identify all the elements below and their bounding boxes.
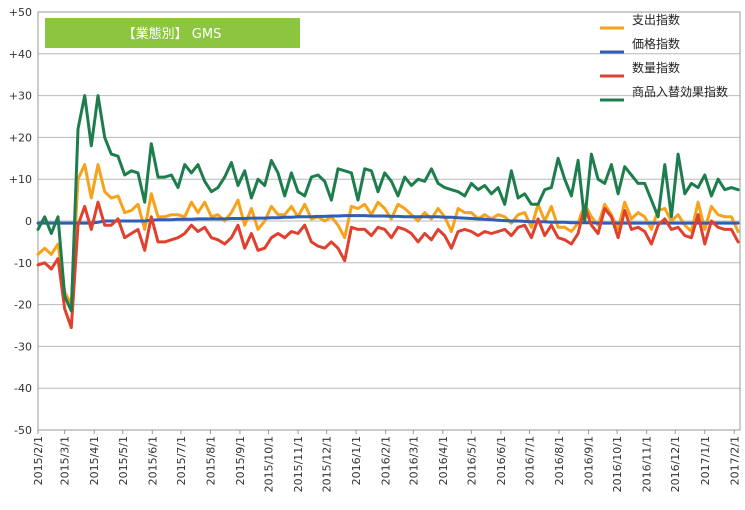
x-tick-label: 2015/10/1 [263, 436, 276, 492]
series-line-4 [36, 94, 740, 313]
x-tick-label: 2016/11/1 [641, 436, 654, 492]
y-tick-label: +30 [9, 90, 32, 103]
x-tick-label: 2016/9/1 [583, 436, 596, 485]
y-tick-label: -10 [14, 257, 32, 270]
x-tick-label: 2015/8/1 [204, 436, 217, 485]
x-tick-label: 2015/5/1 [117, 436, 130, 485]
series-line-1 [36, 163, 740, 307]
y-tick-label: 0 [25, 215, 32, 228]
x-tick-label: 2015/12/1 [321, 436, 334, 492]
x-tick-label: 2017/2/1 [728, 436, 741, 485]
x-tick-label: 2017/1/1 [699, 436, 712, 485]
series-line-3 [36, 200, 740, 330]
x-tick-label: 2016/2/1 [380, 436, 393, 485]
legend-label-4: 商品入替効果指数 [632, 84, 728, 99]
x-tick-label: 2016/10/1 [611, 436, 624, 492]
y-tick-label: -40 [14, 382, 32, 395]
x-tick-label: 2015/9/1 [234, 436, 247, 485]
legend-label-1: 支出指数 [632, 12, 680, 27]
x-tick-label: 2016/4/1 [437, 436, 450, 485]
x-tick-label: 2016/7/1 [523, 436, 536, 485]
y-tick-label: -20 [14, 299, 32, 312]
y-tick-label: +10 [9, 173, 32, 186]
x-tick-label: 2016/8/1 [553, 436, 566, 485]
x-tick-label: 2016/6/1 [495, 436, 508, 485]
legend-label-3: 数量指数 [632, 60, 680, 75]
x-tick-label: 2015/6/1 [146, 436, 159, 485]
x-tick-label: 2015/3/1 [59, 436, 72, 485]
x-tick-label: 2015/4/1 [88, 436, 101, 485]
y-tick-label: +20 [9, 131, 32, 144]
x-tick-label: 2015/2/1 [32, 436, 45, 485]
y-tick-label: +50 [9, 6, 32, 19]
x-tick-label: 2016/1/1 [350, 436, 363, 485]
plot-area [37, 11, 741, 431]
x-tick-label: 2015/11/1 [292, 436, 305, 492]
x-tick-label: 2016/12/1 [669, 436, 682, 492]
chart-title: 【業態別】 GMS [123, 26, 222, 42]
x-tick-label: 2015/7/1 [175, 436, 188, 485]
y-tick-label: -30 [14, 340, 32, 353]
x-tick-label: 2016/3/1 [407, 436, 420, 485]
x-tick-label: 2016/5/1 [465, 436, 478, 485]
legend-label-2: 価格指数 [632, 36, 680, 51]
y-tick-label: +40 [9, 48, 32, 61]
y-tick-label: -50 [14, 424, 32, 437]
title-box [45, 18, 300, 48]
